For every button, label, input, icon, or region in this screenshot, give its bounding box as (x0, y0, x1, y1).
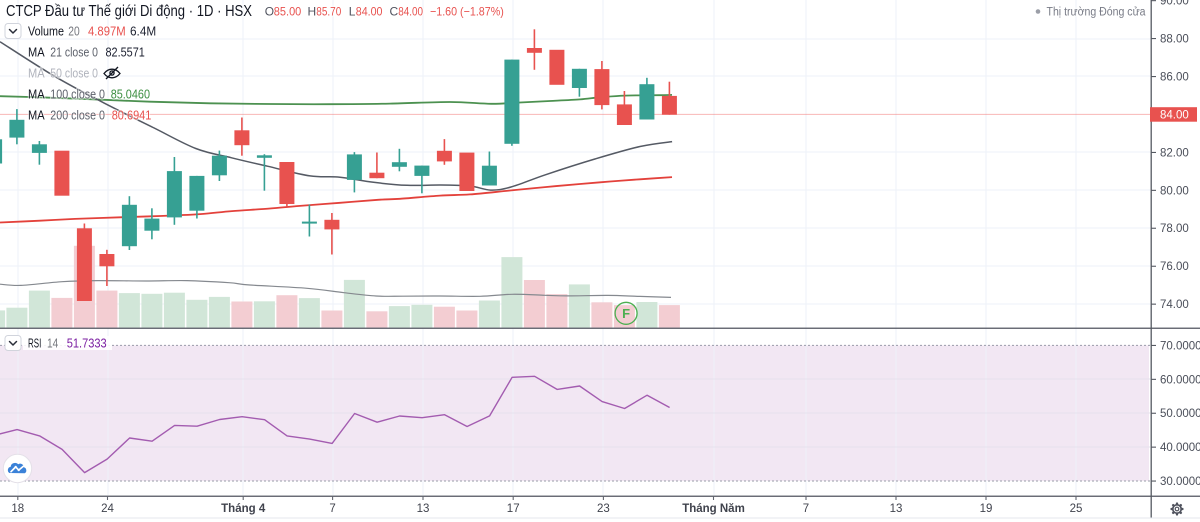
svg-text:C: C (390, 5, 399, 19)
svg-text:−1.60 (−1.87%): −1.60 (−1.87%) (430, 5, 504, 19)
svg-text:82.5571: 82.5571 (106, 46, 145, 60)
svg-text:82.00: 82.00 (1160, 147, 1189, 159)
svg-text:4.897M: 4.897M (88, 25, 126, 39)
svg-text:80.6941: 80.6941 (112, 109, 152, 123)
svg-text:80.00: 80.00 (1160, 185, 1189, 197)
svg-text:25: 25 (1070, 503, 1083, 515)
svg-text:23: 23 (597, 503, 610, 515)
svg-text:50 close 0: 50 close 0 (50, 67, 98, 81)
svg-text:86.00: 86.00 (1160, 72, 1189, 84)
svg-text:18: 18 (11, 503, 24, 515)
svg-text:30.0000: 30.0000 (1160, 476, 1200, 488)
svg-text:74.00: 74.00 (1160, 299, 1189, 311)
svg-text:6.4M: 6.4M (130, 25, 156, 39)
svg-text:MA: MA (28, 109, 45, 123)
svg-text:40.0000: 40.0000 (1160, 442, 1200, 454)
svg-text:84.00: 84.00 (356, 5, 383, 19)
svg-text:19: 19 (980, 503, 993, 515)
svg-text:MA: MA (28, 88, 45, 102)
svg-text:O: O (265, 5, 274, 19)
svg-text:17: 17 (507, 503, 520, 515)
svg-text:L: L (349, 5, 356, 19)
svg-text:100 close 0: 100 close 0 (50, 88, 105, 102)
svg-text:7: 7 (803, 503, 809, 515)
svg-text:20: 20 (68, 25, 79, 39)
svg-text:Tháng Năm: Tháng Năm (682, 503, 745, 515)
svg-text:14: 14 (47, 337, 58, 351)
svg-text:RSI: RSI (28, 337, 41, 351)
svg-text:CTCP Đầu tư Thế giới Di động ·: CTCP Đầu tư Thế giới Di động · 1D · HSX (6, 3, 253, 20)
svg-text:Thị trường Đóng cửa: Thị trường Đóng cửa (1047, 7, 1147, 19)
svg-text:90.00: 90.00 (1160, 0, 1189, 8)
svg-text:7: 7 (329, 503, 335, 515)
svg-text:84.00: 84.00 (1160, 110, 1189, 122)
svg-text:78.00: 78.00 (1160, 223, 1189, 235)
svg-text:85.00: 85.00 (274, 5, 302, 19)
svg-text:13: 13 (890, 503, 903, 515)
svg-text:MA: MA (28, 46, 45, 60)
svg-text:200 close 0: 200 close 0 (50, 109, 105, 123)
svg-text:H: H (308, 5, 317, 19)
svg-text:MA: MA (28, 67, 45, 81)
svg-text:24: 24 (101, 503, 114, 515)
svg-text:F: F (622, 306, 630, 321)
svg-text:70.0000: 70.0000 (1160, 340, 1200, 352)
svg-text:Tháng 4: Tháng 4 (221, 503, 266, 515)
svg-text:21 close 0: 21 close 0 (50, 46, 98, 60)
svg-text:13: 13 (417, 503, 430, 515)
svg-text:85.0460: 85.0460 (111, 88, 150, 102)
svg-text:88.00: 88.00 (1160, 34, 1189, 46)
svg-text:60.0000: 60.0000 (1160, 374, 1200, 386)
svg-text:50.0000: 50.0000 (1160, 408, 1200, 420)
svg-text:51.7333: 51.7333 (67, 337, 107, 351)
svg-text:Volume: Volume (28, 25, 64, 39)
svg-text:76.00: 76.00 (1160, 261, 1189, 273)
svg-text:84.00: 84.00 (398, 5, 423, 19)
svg-text:85.70: 85.70 (316, 5, 341, 19)
